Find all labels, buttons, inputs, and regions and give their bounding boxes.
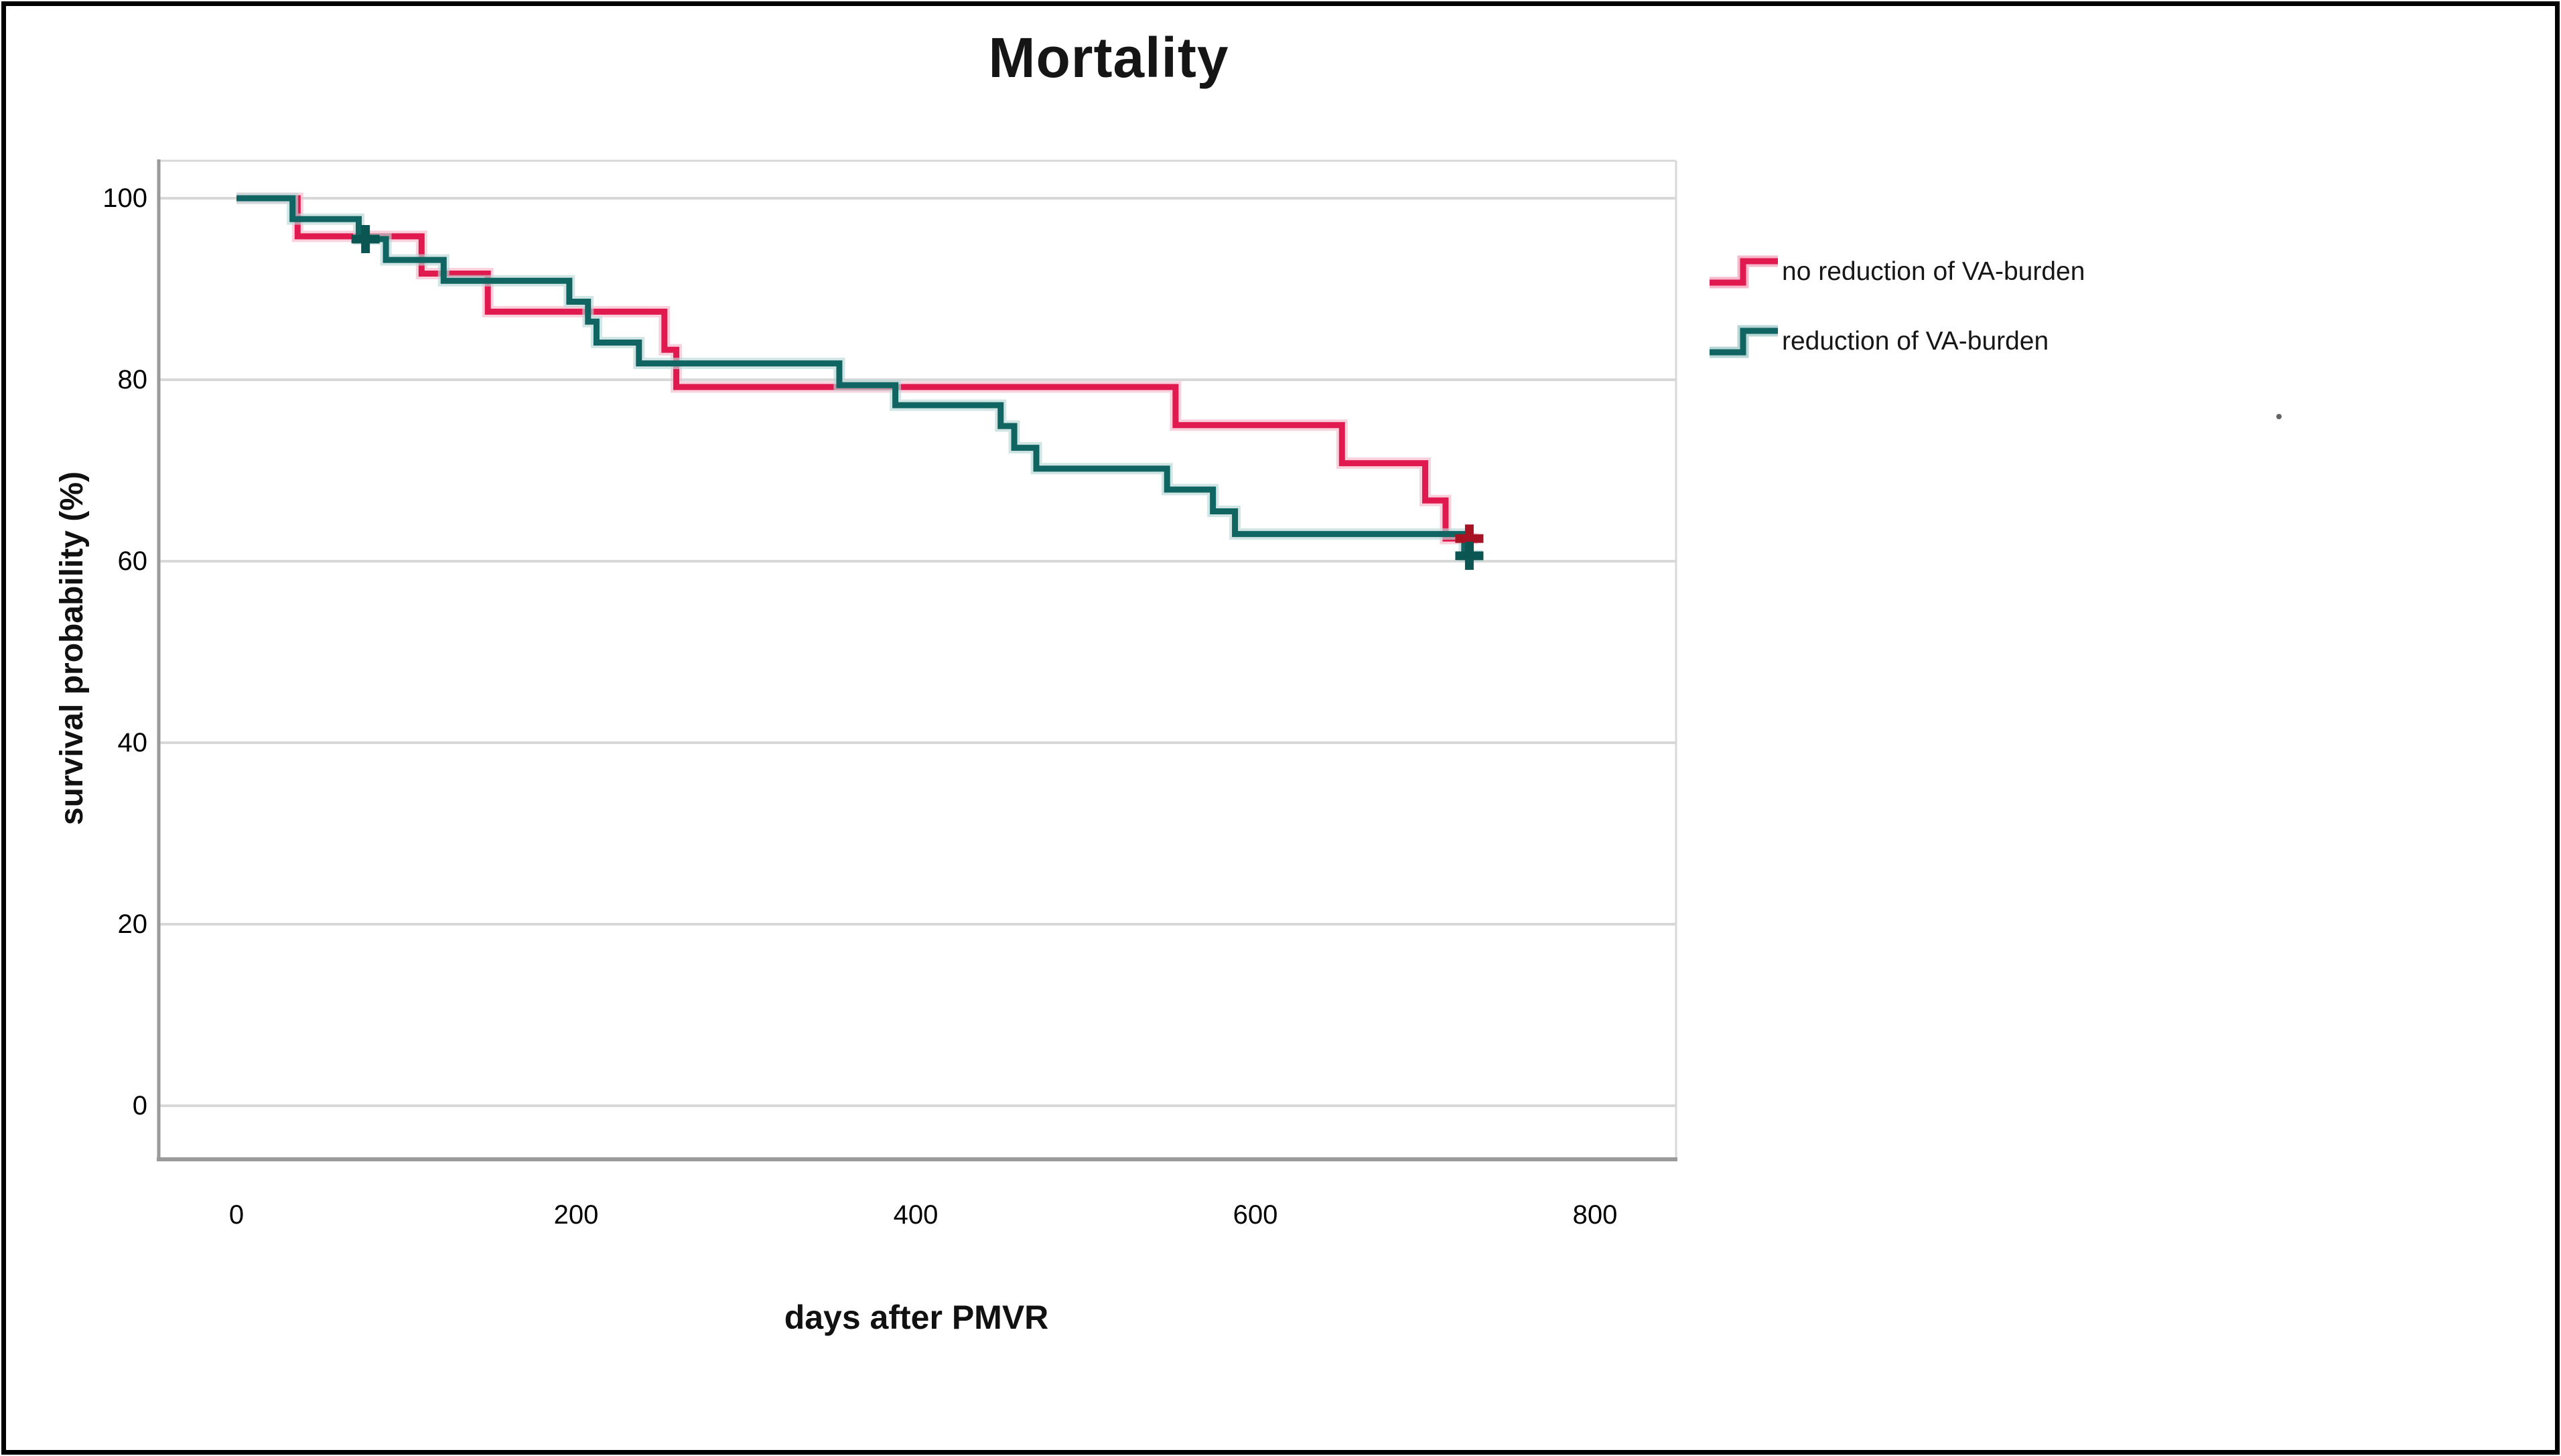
legend-item-no-reduction: no reduction of VA-burden (1707, 253, 2085, 291)
y-axis-label: survival probability (%) (54, 471, 90, 826)
chart-title: Mortality (988, 26, 1229, 89)
legend-label: no reduction of VA-burden (1782, 257, 2085, 286)
censor-mark-1 (351, 224, 380, 253)
x-axis-label: days after PMVR (784, 1299, 1049, 1336)
y-tick-label-0: 0 (132, 1091, 147, 1120)
x-tick-label-200: 200 (553, 1200, 599, 1230)
km-step-icon-red (1710, 255, 1778, 289)
x-tick-label-400: 400 (893, 1200, 939, 1230)
censor-mark-1 (1455, 541, 1484, 570)
survival-curve-1 (236, 195, 1483, 559)
y-tick-label-80: 80 (117, 365, 148, 394)
legend: no reduction of VA-burden reduction of V… (1707, 253, 2085, 392)
x-tick-label-600: 600 (1233, 1200, 1278, 1230)
legend-label: reduction of VA-burden (1782, 327, 2049, 356)
km-step-icon-teal (1710, 325, 1778, 358)
y-tick-label-100: 100 (102, 184, 147, 213)
legend-item-reduction: reduction of VA-burden (1707, 323, 2085, 360)
x-tick-label-800: 800 (1572, 1200, 1618, 1230)
stray-dot-artifact (2276, 414, 2282, 419)
y-tick-label-40: 40 (117, 728, 148, 757)
y-tick-label-60: 60 (117, 547, 148, 576)
x-tick-label-0: 0 (228, 1200, 245, 1230)
y-tick-label-20: 20 (117, 909, 148, 939)
survival-curve-0 (236, 195, 1478, 542)
